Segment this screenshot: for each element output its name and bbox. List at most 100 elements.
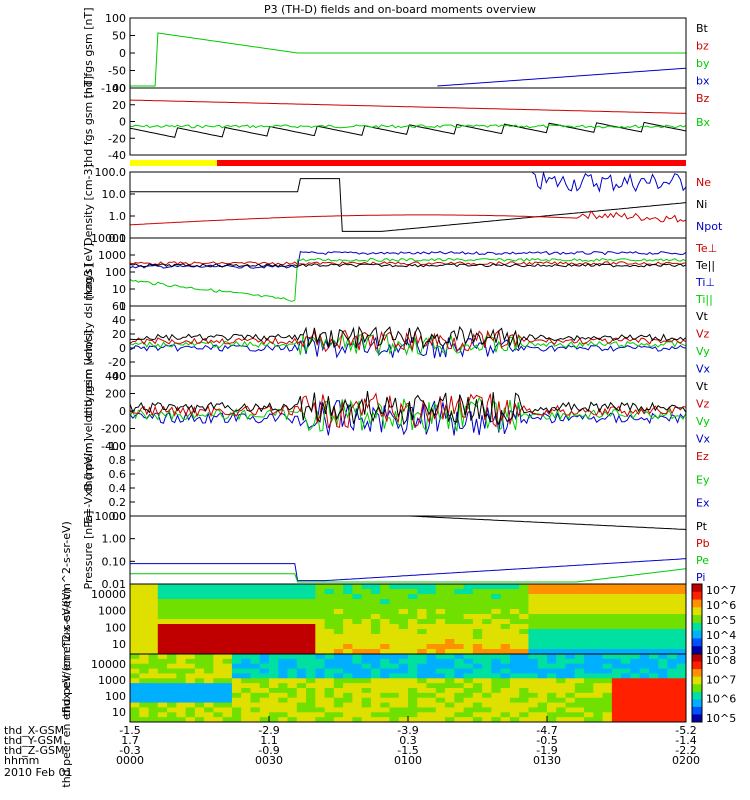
panel-9-ytick: 10 (112, 638, 126, 651)
heatmap-cell (278, 644, 289, 650)
heatmap-cell (241, 639, 251, 645)
heatmap-cell (491, 668, 502, 674)
panel-8-legend: Pi (696, 571, 705, 584)
heatmap-cell (574, 692, 585, 699)
panel-5-ytick: -40 (108, 370, 126, 383)
heatmap-cell (630, 702, 641, 708)
ephemeris-value: 1.7 (121, 734, 139, 747)
heatmap-cell (361, 683, 372, 689)
heatmap-cell (204, 688, 214, 694)
heatmap-cell (287, 599, 298, 605)
heatmap-cell (593, 644, 604, 650)
heatmap-cell (296, 702, 307, 708)
heatmap-cell (426, 584, 437, 590)
heatmap-cell (482, 658, 492, 665)
heatmap-cell (194, 624, 205, 630)
heatmap-cell (185, 688, 196, 694)
heatmap-cell (287, 673, 298, 679)
heatmap-cell (389, 599, 400, 605)
ephemeris-date: 2010 Feb 01 (4, 766, 72, 779)
heatmap-cell (500, 604, 511, 610)
heatmap-cell (491, 702, 502, 708)
colorbar-segment (692, 676, 702, 685)
panel-8-trace (130, 558, 687, 582)
heatmap-cell (408, 678, 418, 684)
heatmap-cell (306, 707, 316, 713)
heatmap-cell (343, 702, 353, 708)
heatmap-cell (639, 599, 650, 605)
heatmap-cell (537, 717, 548, 723)
heatmap-cell (176, 639, 187, 645)
heatmap-cell (148, 604, 159, 610)
heatmap-cell (463, 707, 474, 713)
heatmap-cell (185, 654, 196, 660)
heatmap-cell (574, 678, 585, 684)
heatmap-cell (500, 584, 511, 590)
heatmap-cell (241, 668, 251, 674)
heatmap-cell (602, 654, 613, 660)
heatmap-cell (241, 599, 251, 605)
heatmap-cell (222, 594, 233, 600)
heatmap-cell (213, 692, 224, 699)
heatmap-cell (269, 609, 279, 615)
heatmap-cell (482, 702, 492, 708)
panel-4-ytick: 10000 (91, 232, 126, 245)
heatmap-cell (370, 634, 381, 640)
heatmap-cell (269, 678, 279, 684)
heatmap-cell (398, 712, 409, 718)
heatmap-cell (417, 624, 428, 630)
heatmap-cell (204, 692, 214, 699)
heatmap-cell (574, 614, 585, 620)
heatmap-cell (417, 594, 428, 600)
heatmap-cell (361, 692, 372, 699)
heatmap-cell (324, 644, 335, 650)
panel-4-trace (129, 257, 687, 302)
heatmap-cell (556, 692, 567, 699)
heatmap-cell (528, 619, 539, 625)
heatmap-cell (648, 668, 659, 674)
heatmap-cell (213, 707, 224, 713)
heatmap-cell (667, 717, 678, 723)
heatmap-cell (269, 683, 279, 689)
heatmap-cell (658, 589, 668, 595)
heatmap-cell (176, 619, 187, 625)
heatmap-cell (630, 619, 641, 625)
heatmap-cell (463, 614, 474, 620)
heatmap-cell (398, 584, 409, 590)
heatmap-cell (667, 649, 678, 655)
heatmap-cell (287, 614, 298, 620)
heatmap-cell (176, 624, 187, 630)
heatmap-cell (435, 639, 446, 645)
heatmap-cell (547, 678, 557, 684)
heatmap-cell (667, 707, 678, 713)
heatmap-cell (648, 599, 659, 605)
heatmap-cell (361, 707, 372, 713)
heatmap-cell (445, 594, 455, 600)
heatmap-cell (621, 654, 631, 660)
heatmap-cell (278, 609, 289, 615)
heatmap-cell (315, 673, 326, 679)
heatmap-cell (157, 624, 168, 630)
heatmap-cell (621, 609, 631, 615)
heatmap-cell (621, 589, 631, 595)
heatmap-cell (611, 717, 622, 723)
heatmap-cell (213, 712, 224, 718)
heatmap-cell (250, 717, 261, 723)
heatmap-cell (491, 639, 502, 645)
heatmap-cell (408, 589, 418, 595)
colorbar-segment (692, 607, 702, 616)
heatmap-cell (130, 692, 140, 699)
heatmap-cell (333, 692, 344, 699)
heatmap-cell (509, 629, 520, 635)
heatmap-cell (250, 654, 261, 660)
heatmap-cell (584, 692, 594, 699)
heatmap-cell (445, 697, 455, 704)
heatmap-cell (213, 683, 224, 689)
colorbar-segment (692, 646, 702, 655)
heatmap-cell (231, 717, 242, 723)
heatmap-cell (278, 624, 289, 630)
heatmap-cell (269, 673, 279, 679)
colorbar-segment (692, 714, 702, 723)
heatmap-cell (352, 688, 363, 694)
heatmap-cell (370, 604, 381, 610)
